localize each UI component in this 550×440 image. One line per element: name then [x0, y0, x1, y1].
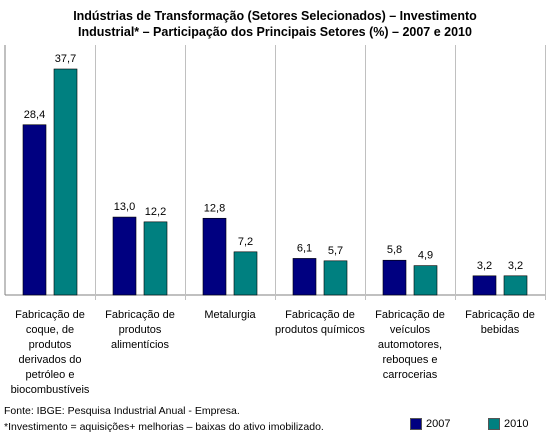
category-label: Fabricação de coque, de produtos derivad… — [10, 309, 90, 396]
category-label: Metalurgia — [204, 309, 256, 321]
bar-2010 — [143, 221, 168, 296]
data-label-2007: 28,4 — [24, 109, 45, 121]
legend-item-2010: 2010 — [488, 418, 528, 430]
data-label-2010: 12,2 — [145, 206, 166, 218]
category-label: Fabricação de produtos químicos — [275, 309, 365, 336]
bar-2010 — [323, 260, 348, 296]
bar-2007 — [382, 259, 407, 296]
category-label: Fabricação de veículos automotores, rebo… — [375, 309, 445, 381]
bar-2007 — [112, 216, 137, 296]
legend-swatch-2010 — [488, 418, 500, 430]
bar-2007 — [292, 258, 317, 296]
bar-2010 — [413, 265, 438, 296]
data-label-2010: 5,7 — [328, 245, 343, 257]
category-label: Fabricação de bebidas — [465, 309, 535, 336]
bar-2010 — [503, 275, 528, 296]
bar-2007 — [472, 275, 497, 296]
bar-2010 — [233, 251, 258, 296]
data-label-2007: 5,8 — [387, 244, 402, 256]
data-label-2010: 4,9 — [418, 250, 433, 262]
data-label-2007: 13,0 — [114, 201, 135, 213]
data-label-2010: 7,2 — [238, 236, 253, 248]
data-label-2007: 12,8 — [204, 202, 225, 214]
data-label-2010: 37,7 — [55, 53, 76, 65]
bar-2010 — [53, 68, 78, 296]
category-label: Fabricação de produtos alimentícios — [105, 309, 175, 351]
chart-title-line2: Industrial* – Participação dos Principai… — [78, 25, 472, 39]
source-note: Fonte: IBGE: Pesquisa Industrial Anual -… — [4, 405, 240, 417]
footnote: *Investimento = aquisições+ melhorias – … — [4, 421, 324, 433]
data-label-2007: 6,1 — [297, 242, 312, 254]
bar-2007 — [22, 124, 47, 296]
chart-title-line1: Indústrias de Transformação (Setores Sel… — [73, 9, 477, 23]
legend-label-2010: 2010 — [504, 418, 529, 430]
data-label-2007: 3,2 — [477, 260, 492, 272]
chart-title: Indústrias de Transformação (Setores Sel… — [0, 8, 550, 40]
legend-item-2007: 2007 — [410, 418, 450, 430]
legend-swatch-2007 — [410, 418, 422, 430]
data-label-2010: 3,2 — [508, 260, 523, 272]
bar-2007 — [202, 217, 227, 296]
legend-label-2007: 2007 — [426, 418, 451, 430]
